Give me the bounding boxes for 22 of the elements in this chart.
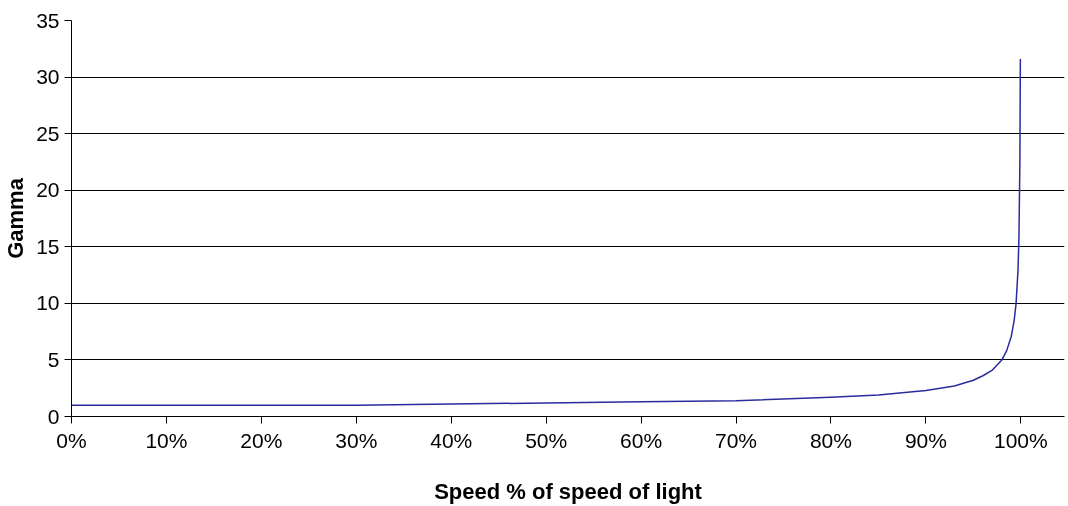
y-tick-label: 0	[47, 404, 60, 428]
x-tick-label: 20%	[240, 428, 283, 452]
x-tick-label: 10%	[145, 428, 188, 452]
x-tick-label: 30%	[335, 428, 378, 452]
x-tick-label: 70%	[715, 428, 758, 452]
x-tick-label: 80%	[809, 428, 852, 452]
y-tick-label: 5	[47, 347, 60, 371]
y-tick-label: 30	[36, 65, 60, 89]
line-series	[71, 58, 1022, 406]
y-axis-title: Gamma	[3, 177, 29, 259]
x-tick-label: 60%	[620, 428, 663, 452]
y-tick-label: 35	[36, 8, 60, 32]
x-tick-label: 100%	[993, 428, 1048, 452]
y-tick-label: 10	[36, 291, 60, 315]
y-tick-label: 25	[36, 121, 60, 145]
x-tick-label: 90%	[904, 428, 947, 452]
y-tick-label: 20	[36, 178, 60, 202]
x-tick-label: 0%	[56, 428, 87, 452]
y-tick-label: 15	[36, 234, 60, 258]
x-tick-label: 50%	[525, 428, 568, 452]
x-axis-title: Speed % of speed of light	[434, 478, 703, 504]
x-tick-label: 40%	[430, 428, 473, 452]
